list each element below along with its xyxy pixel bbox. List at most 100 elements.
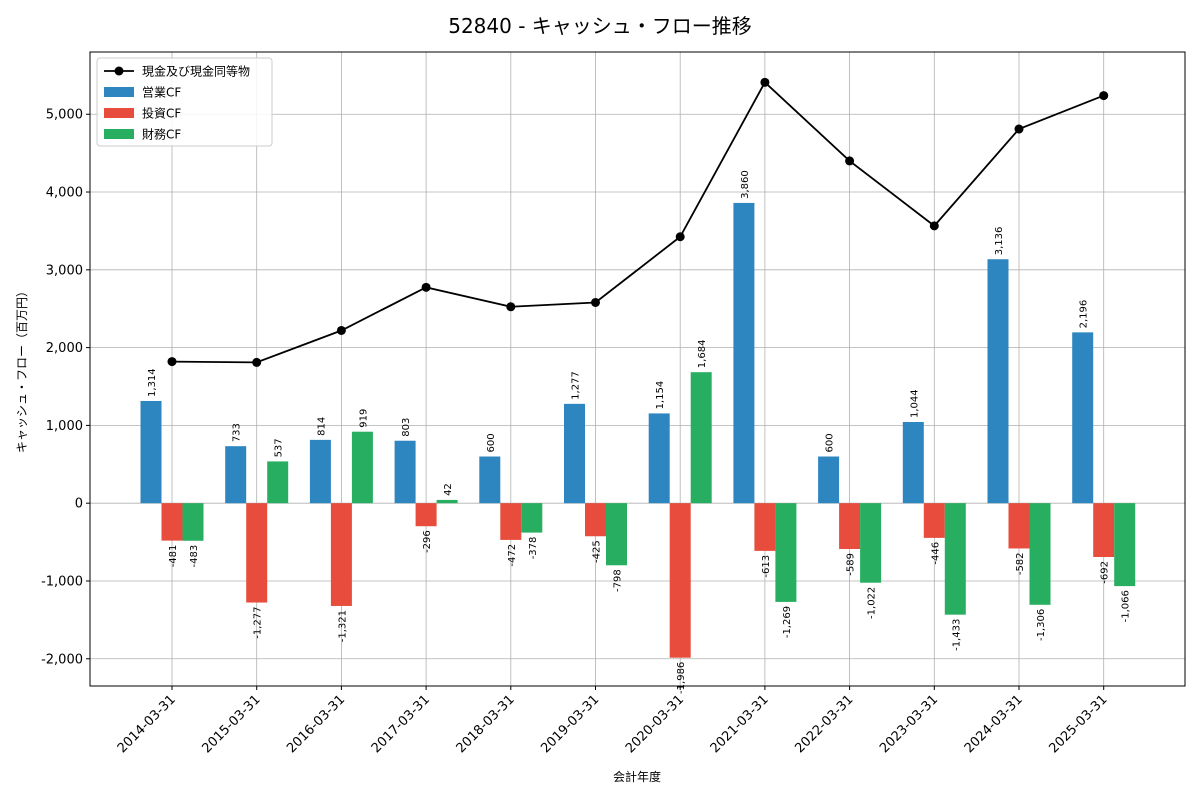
cash-line-point (167, 357, 177, 367)
bar-value-label: -446 (930, 542, 941, 565)
bar-operating (394, 440, 416, 504)
x-tick-label: 2014-03-31 (115, 692, 179, 756)
bar-value-label: 1,044 (909, 389, 920, 418)
bar-investing (585, 503, 606, 537)
x-axis-label: 会計年度 (613, 769, 661, 784)
bar-operating (818, 456, 840, 504)
bar-investing (161, 503, 183, 541)
bar-operating (564, 403, 585, 504)
cash-line-point (1014, 124, 1024, 134)
x-tick-label: 2023-03-31 (877, 692, 941, 756)
y-tick-label: -2,000 (41, 652, 83, 667)
bar-investing (415, 503, 437, 527)
legend-bar-swatch (104, 108, 134, 118)
legend-line-marker (114, 66, 124, 76)
y-tick-label: -1,000 (41, 574, 83, 589)
legend-bar-swatch (104, 87, 134, 97)
bar-operating (733, 202, 755, 504)
bar-investing (500, 503, 522, 540)
cash-line-point (506, 302, 516, 312)
bar-value-label: -1,269 (782, 606, 793, 638)
bar-financing (944, 503, 966, 615)
bar-operating (648, 413, 670, 504)
bar-value-label: 537 (274, 438, 285, 457)
bar-financing (182, 503, 204, 541)
bar-value-label: 1,314 (147, 368, 158, 397)
legend-box (96, 57, 273, 147)
cash-line-point (252, 357, 262, 367)
plot-frame (89, 51, 1186, 687)
bar-value-label: -613 (761, 555, 772, 578)
bar-value-label: -472 (507, 544, 518, 567)
x-tick-label: 2021-03-31 (708, 692, 772, 756)
bar-value-label: 733 (232, 423, 243, 442)
bar-investing (1008, 503, 1030, 549)
x-tick-label: 2016-03-31 (284, 692, 348, 756)
bar-financing (521, 503, 543, 533)
data-labels: 1,314 733 814 803 600 1,277 1,154 3,860 600 1,044… (147, 170, 1132, 694)
x-tick-label: 2019-03-31 (538, 692, 602, 756)
bar-operating (309, 439, 331, 504)
bar-value-label: -582 (1015, 552, 1026, 575)
bar-investing (923, 503, 945, 538)
bar-value-label: -296 (422, 530, 433, 553)
bar-financing (1029, 503, 1051, 605)
y-tick-label: 1,000 (46, 419, 83, 434)
x-tick-label: 2017-03-31 (369, 692, 433, 756)
bar-value-label: -483 (189, 545, 200, 568)
bar-value-label: 1,277 (571, 371, 582, 400)
bar-operating (1072, 332, 1094, 504)
bar-value-label: 803 (401, 418, 412, 437)
bar-value-label: -692 (1100, 561, 1111, 584)
legend-label: 営業CF (142, 86, 181, 100)
legend-label: 財務CF (142, 127, 181, 142)
bar-value-label: -1,277 (253, 607, 264, 639)
cash-line-point (760, 77, 770, 87)
bar-value-label: -425 (592, 540, 603, 563)
bar-value-label: 919 (358, 409, 369, 428)
bars (140, 202, 1136, 658)
y-tick-label: 3,000 (46, 263, 83, 278)
bar-financing (1114, 503, 1136, 587)
bar-investing (330, 503, 352, 606)
bar-financing (775, 503, 797, 602)
x-tick-label: 2025-03-31 (1046, 692, 1110, 756)
bar-investing (839, 503, 861, 550)
cash-line (167, 77, 1109, 367)
bar-investing (246, 503, 268, 603)
bar-value-label: 3,136 (994, 227, 1005, 256)
bar-operating (479, 456, 501, 504)
bar-value-label: 1,684 (697, 340, 708, 369)
x-tick-label: 2022-03-31 (792, 692, 856, 756)
bar-value-label: -589 (846, 553, 857, 576)
y-axis: -2,000 -1,000 0 1,000 2,000 3,000 4,000 5,000 (41, 108, 90, 667)
cash-line-point (845, 156, 855, 166)
bar-financing (690, 372, 712, 504)
bar-value-label: -1,022 (867, 587, 878, 619)
bar-operating (987, 259, 1009, 504)
bar-operating (140, 400, 162, 504)
bar-value-label: -1,986 (676, 662, 687, 694)
legend-bar-swatch (104, 129, 134, 139)
y-tick-label: 0 (75, 497, 83, 512)
bar-value-label: 600 (825, 433, 836, 452)
bar-value-label: 3,860 (740, 170, 751, 199)
bar-operating (902, 421, 924, 504)
x-axis: 2014-03-31 2015-03-31 2016-03-31 2017-03-31… (115, 686, 1111, 756)
bar-value-label: -1,066 (1121, 590, 1132, 622)
bar-investing (754, 503, 776, 551)
x-tick-label: 2024-03-31 (962, 692, 1026, 756)
bar-value-label: 42 (443, 483, 454, 496)
cash-line-point (1099, 91, 1109, 101)
y-tick-label: 4,000 (46, 186, 83, 201)
cash-line-point (336, 325, 346, 335)
cash-line-path (171, 80, 1105, 364)
bar-financing (436, 499, 458, 504)
y-tick-label: 5,000 (46, 108, 83, 123)
bar-investing (1093, 503, 1115, 558)
bar-value-label: -378 (528, 537, 539, 560)
y-tick-label: 2,000 (46, 341, 83, 356)
bar-value-label: -798 (613, 569, 624, 592)
legend-label: 現金及び現金同等物 (142, 64, 250, 79)
